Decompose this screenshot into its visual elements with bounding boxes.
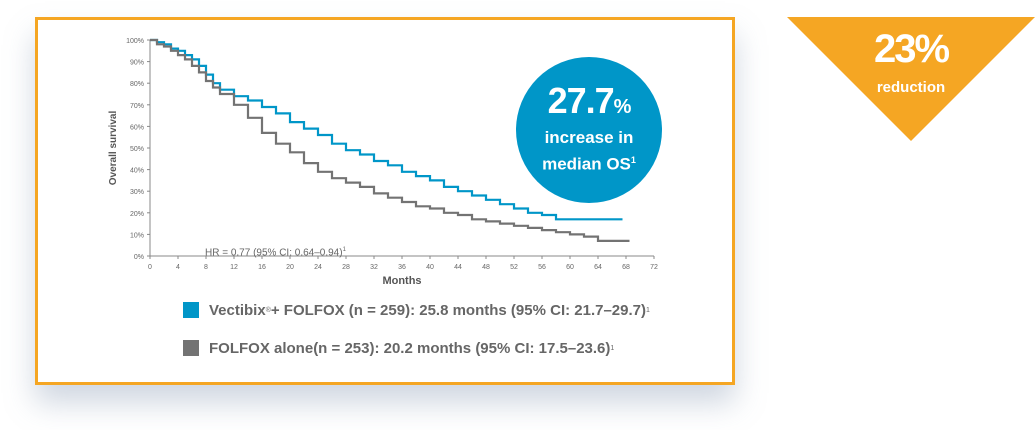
badge-number: 27.7 bbox=[547, 80, 615, 121]
y-tick-label: 50% bbox=[130, 146, 144, 153]
legend-footnote-vectibix: 1 bbox=[646, 306, 650, 314]
badge-unit: % bbox=[613, 96, 632, 118]
legend-text-folfox: (n = 253): 20.2 months (95% CI: 17.5–23.… bbox=[313, 339, 611, 357]
x-axis-label: Months bbox=[382, 275, 421, 287]
y-tick-label: 90% bbox=[130, 60, 144, 67]
badge-line-1: increase in bbox=[544, 128, 634, 147]
badge-footnote: 1 bbox=[630, 155, 636, 165]
reduction-callout: 23% reduction bbox=[787, 17, 1035, 141]
hazard-ratio-footnote: 1 bbox=[342, 247, 346, 253]
series-line-vectibix bbox=[150, 38, 623, 221]
x-tick-label: 48 bbox=[482, 264, 490, 271]
y-tick-label: 100% bbox=[126, 38, 144, 45]
survival-chart: 0%10%20%30%40%50%60%70%80%90%100%0 4 8 12 16… bbox=[108, 38, 658, 287]
y-tick-label: 30% bbox=[130, 189, 144, 196]
badge-value: 27.7% bbox=[516, 81, 662, 127]
x-tick-label: 8 bbox=[204, 264, 208, 271]
hazard-ratio-text: HR = 0.77 (95% CI: 0.64–0.94) bbox=[205, 247, 343, 259]
legend-name-folfox: FOLFOX alone bbox=[209, 339, 314, 357]
chart-axes: 0%10%20%30%40%50%60%70%80%90%100%0 4 8 12 16… bbox=[108, 38, 658, 287]
x-tick-label: 16 bbox=[258, 264, 266, 271]
y-tick-label: 60% bbox=[130, 124, 144, 131]
hazard-ratio-note: HR = 0.77 (95% CI: 0.64–0.94)1 bbox=[205, 247, 346, 258]
x-tick-label: 52 bbox=[510, 264, 518, 271]
x-tick-label: 4 bbox=[176, 264, 180, 271]
x-tick-label: 68 bbox=[622, 264, 630, 271]
x-tick-label: 40 bbox=[426, 264, 434, 271]
x-tick-label: 64 bbox=[594, 264, 602, 271]
reduction-label: reduction bbox=[876, 79, 946, 96]
legend-name-vectibix: Vectibix bbox=[209, 301, 266, 319]
y-tick-label: 70% bbox=[130, 103, 144, 110]
chart-series bbox=[150, 38, 630, 242]
series-line-folfox bbox=[150, 38, 630, 242]
legend-mark-vectibix: ® bbox=[265, 306, 271, 314]
y-tick-label: 20% bbox=[130, 211, 144, 218]
badge-line-2: median OS1 bbox=[516, 149, 662, 176]
median-os-badge: 27.7% increase in median OS1 bbox=[516, 57, 662, 203]
x-tick-label: 24 bbox=[314, 264, 322, 271]
legend-text-vectibix: + FOLFOX (n = 259): 25.8 months (95% CI:… bbox=[270, 301, 646, 319]
legend-footnote-folfox: 1 bbox=[610, 344, 615, 352]
y-tick-label: 80% bbox=[130, 81, 144, 88]
legend-swatch-vectibix bbox=[183, 302, 199, 318]
y-tick-label: 10% bbox=[130, 232, 144, 239]
x-tick-label: 72 bbox=[650, 264, 658, 271]
x-tick-label: 60 bbox=[566, 264, 574, 271]
badge-line-2-text: median OS bbox=[542, 154, 631, 174]
x-tick-label: 56 bbox=[538, 264, 546, 271]
reduction-value: 23% bbox=[873, 27, 950, 71]
x-tick-label: 0 bbox=[148, 264, 152, 271]
y-tick-label: 0% bbox=[134, 254, 144, 261]
x-tick-label: 32 bbox=[370, 264, 378, 271]
x-tick-label: 20 bbox=[286, 264, 294, 271]
chart-card: 0% 10% 20% 30% 40% 50% 60% 70% 80% 90% 100% 0 4 8 12 16… bbox=[35, 17, 735, 385]
legend-swatch-folfox bbox=[183, 340, 199, 356]
legend-item-vectibix: Vectibix ® + FOLFOX (n = 259): 25.8 month… bbox=[183, 300, 650, 320]
reduction-triangle bbox=[787, 17, 1035, 141]
x-tick-label: 44 bbox=[454, 264, 462, 271]
y-axis-label: Overall survival bbox=[108, 111, 119, 186]
legend-item-folfox: FOLFOX alone (n = 253): 20.2 months (95%… bbox=[183, 338, 614, 358]
x-tick-label: 36 bbox=[398, 264, 406, 271]
x-tick-label: 12 bbox=[230, 264, 238, 271]
y-tick-label: 40% bbox=[130, 168, 144, 175]
x-tick-label: 28 bbox=[342, 264, 350, 271]
